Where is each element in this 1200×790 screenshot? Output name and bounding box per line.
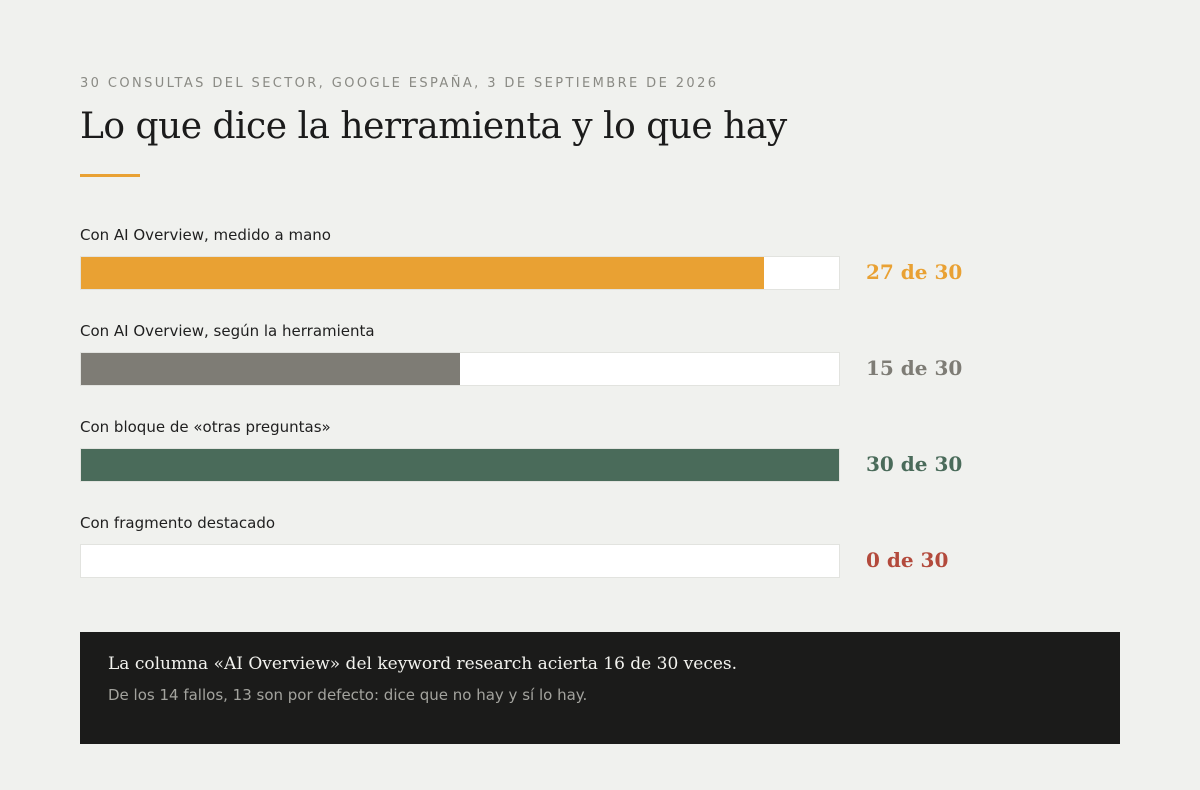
- bar-row: Con fragmento destacado 0 de 30: [80, 512, 1120, 608]
- summary-main-text: La columna «AI Overview» del keyword res…: [108, 654, 738, 674]
- bar-track: [80, 256, 840, 290]
- bar: [81, 257, 764, 289]
- bar-track: [80, 544, 840, 578]
- bar-category-label: Con bloque de «otras preguntas»: [80, 418, 331, 436]
- bar-category-label: Con AI Overview, medido a mano: [80, 226, 331, 244]
- bar-row: Con AI Overview, medido a mano 27 de 30: [80, 224, 1120, 320]
- bar: [81, 353, 460, 385]
- bar: [81, 449, 839, 481]
- bar-value-label: 30 de 30: [866, 452, 963, 476]
- chart-title: Lo que dice la herramienta y lo que hay: [80, 106, 787, 147]
- accent-rule: [80, 174, 140, 177]
- summary-note: La columna «AI Overview» del keyword res…: [80, 632, 1120, 744]
- chart-kicker: 30 consultas del sector, Google España, …: [80, 76, 719, 91]
- bar-chart: Con AI Overview, medido a mano 27 de 30 Co…: [80, 224, 1120, 608]
- bar-category-label: Con fragmento destacado: [80, 514, 276, 532]
- bar-category-label: Con AI Overview, según la herramienta: [80, 322, 375, 340]
- bar-value-label: 0 de 30: [866, 548, 949, 572]
- summary-sub-text: De los 14 fallos, 13 son por defecto: di…: [108, 686, 588, 704]
- bar-value-label: 15 de 30: [866, 356, 963, 380]
- bar-track: [80, 352, 840, 386]
- bar-row: Con AI Overview, según la herramienta 15 …: [80, 320, 1120, 416]
- bar-track: [80, 448, 840, 482]
- bar-value-label: 27 de 30: [866, 260, 963, 284]
- bar-row: Con bloque de «otras preguntas» 30 de 30: [80, 416, 1120, 512]
